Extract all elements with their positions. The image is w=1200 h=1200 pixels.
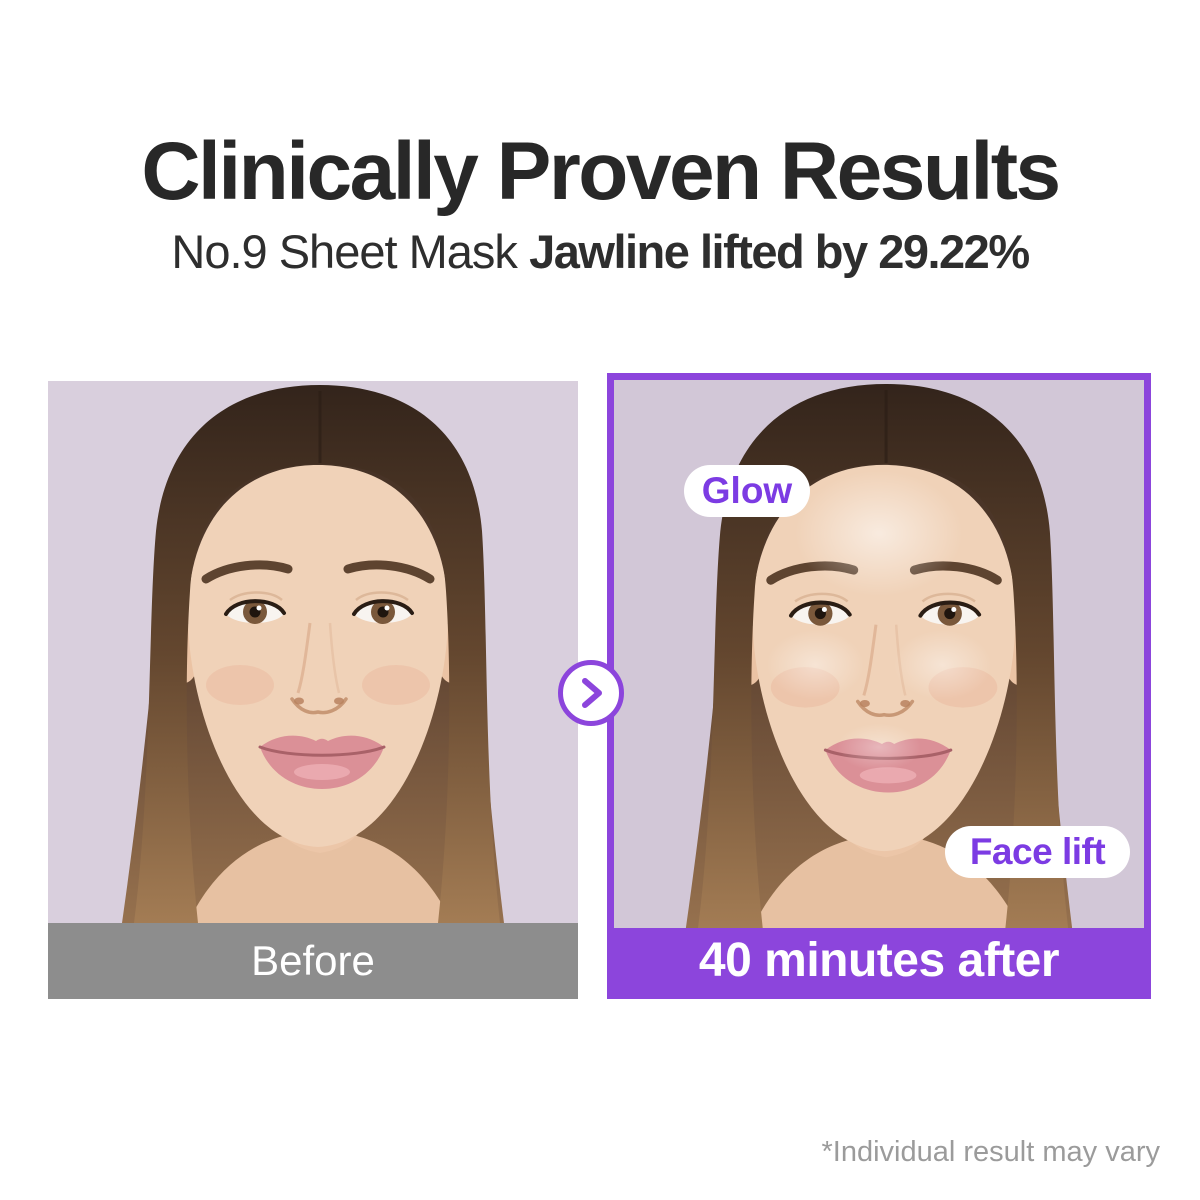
after-caption-bar: 40 minutes after [614,928,1144,992]
disclaimer-text: *Individual result may vary [821,1136,1160,1168]
before-photo [48,381,578,923]
after-photo-panel: Glow Face lift 40 minutes after [607,373,1151,999]
before-photo-panel: Before [48,381,578,999]
before-portrait-illustration [48,381,578,923]
face-lift-tag: Face lift [945,826,1130,878]
subtitle-product-name: No.9 Sheet Mask [171,225,518,278]
page-subtitle: No.9 Sheet Mask Jawline lifted by 29.22% [0,228,1200,275]
next-arrow-badge [558,660,624,726]
chevron-right-icon [582,678,602,708]
glow-tag: Glow [684,465,810,517]
after-label: 40 minutes after [698,933,1060,987]
before-label: Before [251,937,375,984]
subtitle-claim: Jawline lifted by 29.22% [529,225,1030,278]
page-title: Clinically Proven Results [141,126,1061,217]
before-caption-bar: Before [48,923,578,999]
